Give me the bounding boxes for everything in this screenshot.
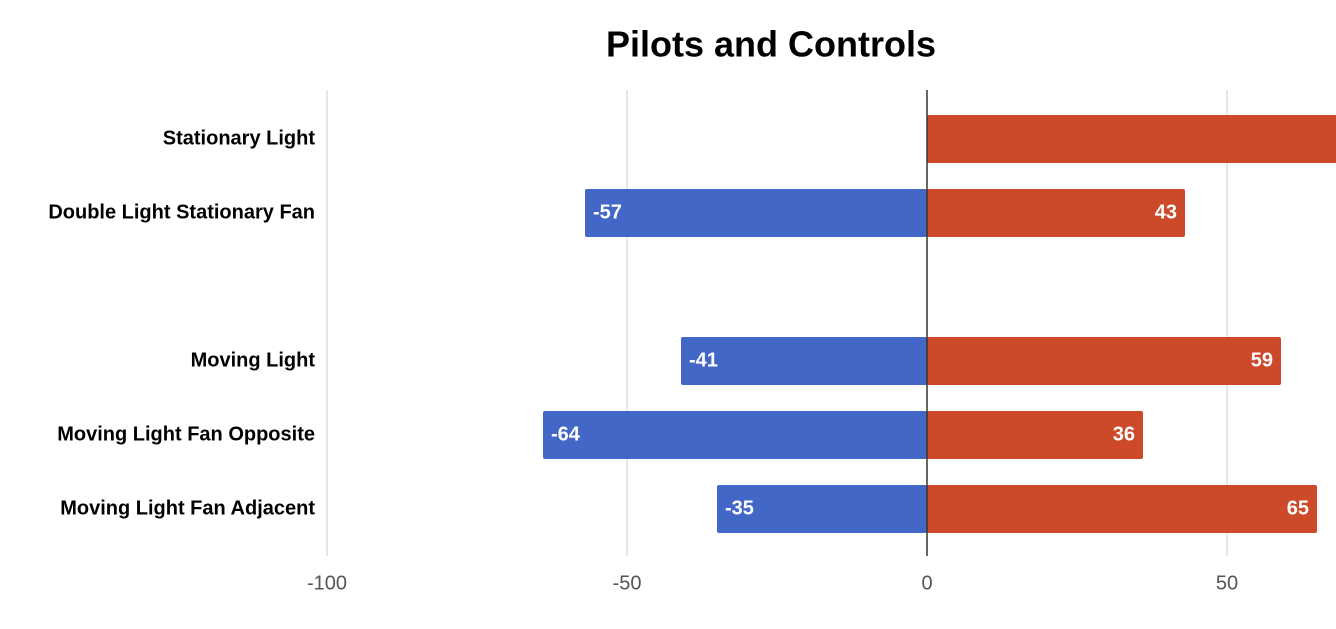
bar <box>927 485 1317 533</box>
x-tick-label: 0 <box>921 572 932 594</box>
y-tick-label: Double Light Stationary Fan <box>48 201 315 223</box>
y-tick-label: Moving Light Fan Adjacent <box>60 497 315 519</box>
bar <box>717 485 927 533</box>
bar <box>585 189 927 237</box>
chart-title: Pilots and Controls <box>606 24 936 65</box>
x-tick-label: 50 <box>1216 572 1238 594</box>
bar <box>927 189 1185 237</box>
bar <box>927 337 1281 385</box>
bar <box>681 337 927 385</box>
x-tick-label: -100 <box>307 572 347 594</box>
data-label: -57 <box>593 201 622 223</box>
x-tick-label: -50 <box>613 572 642 594</box>
bar <box>543 411 927 459</box>
data-label: -41 <box>689 349 718 371</box>
bar <box>927 411 1143 459</box>
data-label: -35 <box>725 497 754 519</box>
data-label: 59 <box>1251 349 1273 371</box>
data-label: -64 <box>551 423 581 445</box>
bar <box>927 115 1336 163</box>
data-label: 65 <box>1287 497 1309 519</box>
y-tick-label: Moving Light Fan Opposite <box>57 423 315 445</box>
data-label: 36 <box>1113 423 1135 445</box>
data-label: 43 <box>1155 201 1177 223</box>
y-tick-label: Moving Light <box>191 349 316 371</box>
y-tick-label: Stationary Light <box>163 127 316 149</box>
